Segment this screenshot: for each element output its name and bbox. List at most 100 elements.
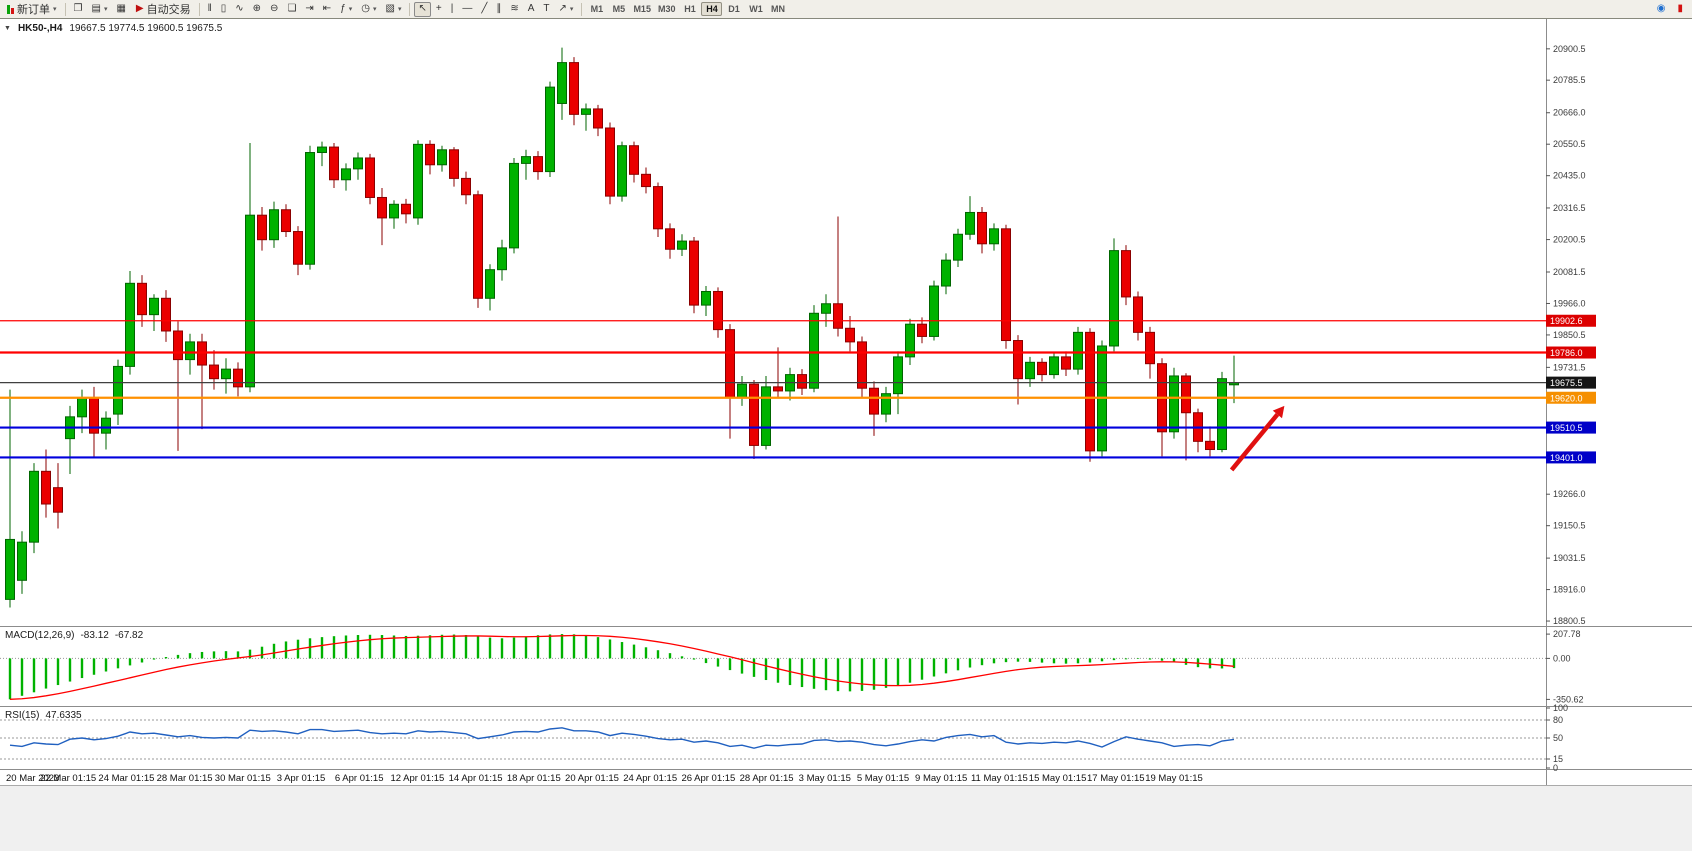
cursor-button[interactable]: ↖ [414, 1, 431, 17]
time-axis-label: 26 Apr 01:15 [681, 773, 735, 784]
candle-body [653, 186, 663, 230]
crosshair-button[interactable]: + [432, 2, 446, 17]
periods-button[interactable]: ◷ ▾ [357, 2, 380, 17]
price-tag-label: 19620.0 [1550, 393, 1583, 403]
auto-trading-label: 自动交易 [146, 4, 191, 16]
time-axis-label: 11 May 01:15 [971, 773, 1028, 784]
zoom-out-button[interactable]: ⊖ [266, 2, 282, 17]
data-window-button[interactable]: ▦ [112, 2, 129, 17]
tile-windows-icon: ❏ [287, 3, 297, 14]
new-order-button[interactable]: 新订单 ▾ [3, 2, 61, 17]
candle-body [929, 285, 939, 337]
arrows-icon: ↗ [558, 3, 567, 14]
candle-body [881, 393, 891, 415]
auto-trading-icon: ▶ [135, 3, 144, 14]
axis-tick-label: 0 [1553, 763, 1558, 773]
timeframe-m15[interactable]: M15 [630, 2, 654, 16]
candle-body [1121, 250, 1131, 298]
candle-body [797, 374, 807, 389]
timeframe-m30[interactable]: M30 [655, 2, 679, 16]
line-chart-button[interactable]: ∿ [231, 2, 247, 17]
rsi-label: RSI(15) 47.6335 [5, 710, 82, 721]
candle-body [1061, 356, 1071, 370]
axis-tick-label: 19966.0 [1553, 298, 1586, 308]
candle-body [365, 157, 375, 198]
arrow-annotation[interactable] [1229, 412, 1280, 472]
vertical-line-button[interactable]: | [447, 2, 458, 17]
candle-body [101, 417, 111, 434]
time-axis-label: 14 Apr 01:15 [449, 773, 503, 784]
price-tag-19675.5[interactable] [1546, 376, 1596, 389]
new-chart-button[interactable]: ❐ [70, 2, 87, 17]
label-button[interactable]: T [539, 2, 553, 17]
tile-windows-button[interactable]: ❏ [283, 2, 300, 17]
timeframe-h4[interactable]: H4 [701, 2, 723, 16]
channel-icon: ∥ [496, 3, 502, 14]
timeframe-d1[interactable]: D1 [723, 2, 744, 16]
arrows-button[interactable]: ↗ ▾ [555, 2, 578, 17]
alert-button[interactable]: ▮ [1673, 2, 1687, 17]
fibonacci-button[interactable]: ≋ [506, 2, 522, 17]
macd-signal-value: -67.82 [114, 630, 144, 641]
text-button[interactable]: A [524, 2, 539, 17]
axis-tick-label: 19850.5 [1553, 330, 1586, 340]
candle-body [53, 487, 63, 513]
candlestick-chart-button[interactable]: ▯ [217, 2, 231, 17]
candle-body [737, 383, 747, 399]
time-axis-label: 17 May 01:15 [1087, 773, 1145, 784]
time-axis-label: 30 Mar 01:15 [215, 773, 271, 784]
candle-body [773, 386, 783, 392]
zoom-out-icon: ⊖ [270, 3, 279, 14]
trendline-button[interactable]: ╱ [477, 2, 491, 17]
horizontal-line-button[interactable]: — [458, 2, 476, 17]
timeframe-m5[interactable]: M5 [608, 2, 629, 16]
timeframe-w1[interactable]: W1 [745, 2, 766, 16]
channel-button[interactable]: ∥ [492, 2, 505, 17]
candle-body [617, 145, 627, 197]
candle-body [893, 356, 903, 395]
candle-body [305, 152, 315, 265]
chevron-down-icon: ▾ [53, 6, 57, 13]
price-tag-19401.0[interactable] [1546, 451, 1596, 464]
timeframe-h1[interactable]: H1 [679, 2, 700, 16]
zoom-in-button[interactable]: ⊕ [249, 2, 265, 17]
timeframe-m1[interactable]: M1 [586, 2, 607, 16]
line-chart-icon: ∿ [235, 3, 244, 14]
candle-body [329, 146, 339, 181]
time-axis-label: 18 Apr 01:15 [507, 773, 561, 784]
arrow-annotation-head[interactable] [1272, 405, 1285, 419]
price-tag-19620.0[interactable] [1546, 391, 1596, 404]
one-click-trading-icon[interactable]: ▼ [4, 25, 11, 32]
chart-tools-group: ‖ ▯ ∿ ⊕ ⊖ ❏ ⇥ ⇤ ƒ ▾ ◷ ▾ ▧ ▾ [204, 2, 406, 17]
toolbar-separator [581, 2, 583, 16]
candle-body [5, 538, 15, 600]
chart-shift-button[interactable]: ⇤ [319, 2, 335, 17]
auto-trading-button[interactable]: ▶ 自动交易 [132, 2, 195, 17]
candle-body [341, 168, 351, 181]
chevron-down-icon: ▾ [103, 6, 108, 13]
time-axis-label: 3 Apr 01:15 [277, 773, 326, 784]
price-tag-19786.0[interactable] [1546, 346, 1596, 359]
community-button[interactable]: ◉ [1653, 2, 1670, 17]
bar-chart-button[interactable]: ‖ [204, 2, 216, 17]
candle-body [1013, 340, 1023, 380]
timeframe-mn[interactable]: MN [767, 2, 788, 16]
price-tag-19510.5[interactable] [1546, 421, 1596, 434]
auto-scroll-button[interactable]: ⇥ [301, 2, 317, 17]
profiles-button[interactable]: ▤ ▾ [87, 2, 111, 17]
time-axis-label: 5 May 01:15 [857, 773, 909, 784]
indicators-button[interactable]: ƒ ▾ [336, 2, 356, 17]
time-axis-label: 9 May 01:15 [915, 773, 967, 784]
price-chart[interactable]: 20900.5 20785.5 20666.0 20550.5 20435.0 20316… [0, 19, 1692, 785]
axis-tick-label: 0.00 [1553, 653, 1571, 663]
candle-body [413, 143, 423, 219]
price-tag-19902.6[interactable] [1546, 314, 1596, 327]
indicators-icon: ƒ [340, 3, 346, 14]
macd-main-value: -83.12 [80, 630, 109, 641]
price-tag-label: 19902.6 [1550, 316, 1583, 326]
axis-tick-label: 207.78 [1553, 629, 1581, 639]
price-tag-label: 19786.0 [1550, 348, 1583, 358]
macd-label: MACD(12,26,9) -83.12 -67.82 [5, 630, 143, 641]
templates-button[interactable]: ▧ ▾ [382, 2, 406, 17]
time-axis-label: 22 Mar 01:15 [40, 773, 96, 784]
